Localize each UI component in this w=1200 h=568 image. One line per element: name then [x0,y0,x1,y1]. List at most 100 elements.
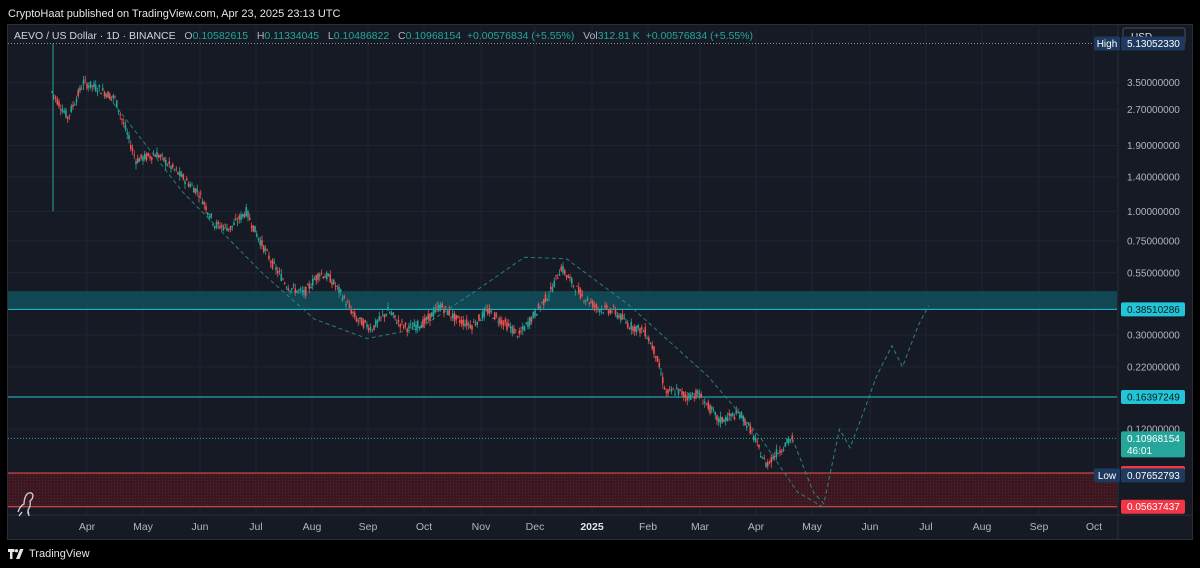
candle-body [761,457,764,459]
candle-body [742,415,745,422]
candle-body [520,331,522,333]
candle-body [278,270,281,272]
candle-body [271,259,274,269]
candle-body [576,285,578,287]
candle-body [504,319,507,323]
candle-body [569,276,571,279]
candle-body [339,289,342,292]
candle-body [131,148,134,151]
candle-body [705,403,708,405]
candle-body [140,154,143,159]
candle-body [464,323,466,326]
candle-body [359,317,361,320]
candle-body [394,315,396,318]
candle-body [642,331,645,333]
candle-body [535,313,538,316]
candle-body [712,410,715,411]
candle-body [462,319,465,326]
candle-body [560,266,563,271]
x-tick-label: Mar [691,521,710,533]
candle-body [651,345,654,349]
candle-body [208,216,211,219]
x-tick-label: May [802,521,823,533]
candle-body [619,313,622,321]
candle-body [170,165,172,169]
candle-body [759,455,762,458]
candle-body [474,324,477,326]
candle-body [154,155,157,157]
candle-body [563,270,566,275]
high-tag-label-bg [1094,36,1120,51]
candle-body [597,308,599,310]
candle-body [467,323,470,325]
chart-pane[interactable] [7,24,1193,540]
candle-body [182,174,185,180]
candle-body [420,325,423,329]
candle-body [422,319,424,328]
candle-body [500,320,503,324]
candle-body [455,314,458,320]
high-tag-value-bg [1121,36,1185,51]
open-value: 0.10582615 [192,30,249,42]
candle-body [751,430,753,432]
candle-body [369,326,372,330]
candle-body [217,221,220,224]
candle-body [768,461,771,463]
candle-body [161,154,164,156]
candle-body [679,389,682,391]
grid [8,24,1117,515]
candle-body [66,116,69,119]
candle-body [308,283,311,289]
candle-body [294,288,297,294]
footer-brand[interactable]: TradingView [8,546,90,562]
candle-body [677,388,680,395]
candle-body [544,294,547,302]
candle-body [112,95,115,98]
candle-body [275,267,277,271]
candle-body [733,416,736,420]
candle-body [222,226,225,231]
candle-body [737,412,739,414]
candle-body [717,418,720,423]
candle-body [231,225,234,227]
candle-body [374,320,377,327]
drawings [8,42,1117,508]
candle-body [105,94,108,98]
candle-body [390,313,393,315]
candle-body [233,222,235,226]
candle-body [644,327,647,337]
candle-body [201,201,204,205]
candle-body [695,390,697,399]
candle-body [79,87,81,91]
candle-body [658,362,661,368]
candle-body [254,225,256,233]
candle-body [124,125,127,130]
candle-body [670,389,673,392]
candle-body [791,435,794,440]
candle-body [89,81,92,88]
candle-body [346,302,349,304]
candle-body [96,91,99,93]
candle-body [646,338,648,339]
candle-body [583,301,585,302]
candle-body [611,311,613,313]
candle-body [205,205,207,211]
candle-body [194,188,197,194]
candle-body [763,457,766,459]
candle-body [189,184,192,187]
candle-body [786,438,788,443]
candle-body [579,289,582,299]
candle-body [521,326,524,330]
candle-body [502,322,505,326]
candle-body [376,320,379,323]
change-value: +0.00576834 (+5.55%) [466,30,575,42]
candle-body [198,195,200,198]
candle-body [82,80,85,85]
candle-body [665,391,668,393]
support1-tag: 0.16397249 [1127,393,1180,404]
candle-body [481,312,484,319]
candle-body [653,346,655,355]
candle-body [224,224,227,226]
candle-body [432,310,435,316]
